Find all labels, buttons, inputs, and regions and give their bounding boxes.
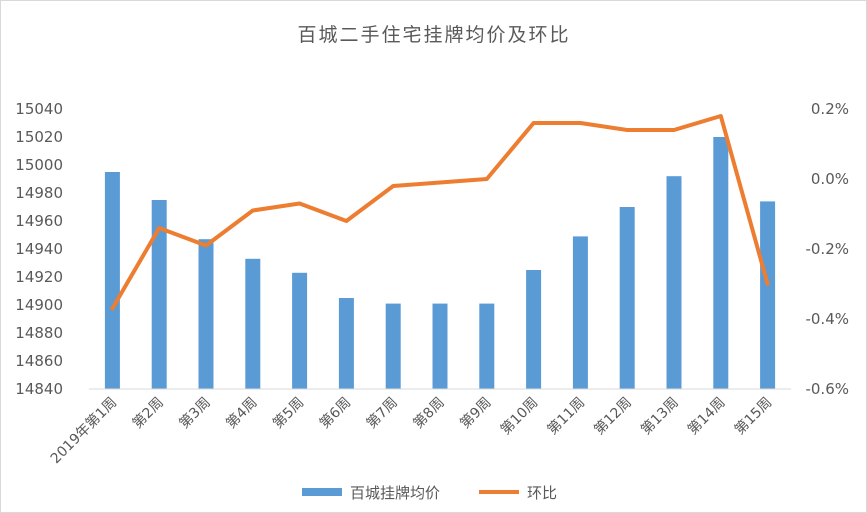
left-tick-label: 15040	[15, 100, 63, 118]
bar-7	[385, 303, 401, 389]
line-point-7	[391, 184, 395, 188]
x-tick-label: 第4周	[222, 394, 260, 432]
bar-13	[666, 176, 682, 389]
line-point-6	[344, 219, 348, 223]
left-tick-label: 15020	[15, 128, 63, 146]
line-point-4	[251, 209, 255, 212]
line-point-12	[625, 128, 629, 132]
right-tick-label: -0.2%	[805, 240, 849, 258]
x-tick-label: 第15周	[731, 394, 775, 438]
left-tick-label: 14920	[15, 268, 63, 286]
bar-1	[104, 172, 120, 389]
x-tick-label: 第7周	[363, 394, 401, 432]
x-tick-label: 第8周	[410, 394, 448, 432]
x-tick-label: 第6周	[316, 394, 354, 432]
x-tick-label: 第14周	[684, 394, 728, 438]
bar-12	[619, 207, 635, 389]
line-series	[110, 114, 770, 311]
line-point-2	[157, 226, 161, 230]
bar-8	[432, 303, 448, 389]
x-tick-label: 第11周	[544, 394, 588, 438]
right-tick-label: -0.4%	[805, 310, 849, 328]
x-tick-label: 第9周	[456, 394, 494, 432]
right-tick-label: 0.2%	[811, 100, 849, 118]
line-point-10	[532, 121, 536, 125]
x-tick-label: 第10周	[497, 394, 541, 438]
x-tick-label: 第5周	[269, 394, 307, 432]
x-tick-label: 第12周	[591, 394, 635, 438]
bar-10	[526, 270, 542, 389]
bar-5	[292, 272, 308, 389]
x-tick-label: 第2周	[129, 394, 167, 432]
right-tick-label: 0.0%	[811, 170, 849, 188]
x-tick-label: 2019年第1周	[47, 394, 120, 467]
left-tick-label: 14900	[15, 296, 63, 314]
line-point-8	[438, 181, 442, 184]
right-axis: -0.6% -0.4% -0.2% 0.0% 0.2%	[805, 100, 849, 398]
left-tick-label: 14880	[15, 324, 63, 342]
bar-9	[479, 303, 495, 389]
line-point-1	[110, 307, 114, 310]
legend: 百城挂牌均价 环比	[302, 484, 557, 502]
line-point-5	[298, 202, 302, 205]
bar-11	[572, 236, 588, 389]
line-point-14	[719, 114, 723, 118]
legend-label-bar: 百城挂牌均价	[350, 484, 440, 502]
chart-title: 百城二手住宅挂牌均价及环比	[297, 24, 570, 46]
x-tick-label: 第13周	[637, 394, 681, 438]
bar-6	[338, 298, 354, 389]
x-tick-label: 第3周	[176, 394, 214, 432]
bar-3	[198, 239, 214, 389]
bar-4	[245, 258, 261, 389]
bar-2	[151, 200, 167, 389]
x-axis: 2019年第1周 第2周 第3周 第4周 第5周 第6周 第7周 第8周 第9周 第10周 第11周…	[47, 394, 775, 467]
left-tick-label: 14960	[15, 212, 63, 230]
legend-swatch-bar	[302, 488, 342, 496]
line-point-13	[672, 128, 676, 132]
bar-14	[713, 137, 729, 389]
left-tick-label: 15000	[15, 156, 63, 174]
line-point-3	[204, 244, 208, 247]
line-point-15	[766, 282, 770, 286]
right-tick-label: -0.6%	[805, 380, 849, 398]
bar-15	[760, 201, 776, 389]
left-axis: 14840 14860 14880 14900 14920 14940 14960 14980…	[15, 100, 63, 398]
left-tick-label: 14860	[15, 352, 63, 370]
line-point-11	[578, 121, 582, 125]
left-tick-label: 14840	[15, 380, 63, 398]
left-tick-label: 14980	[15, 184, 63, 202]
left-tick-label: 14940	[15, 240, 63, 258]
legend-label-line: 环比	[527, 484, 557, 502]
bar-series	[104, 137, 776, 389]
line-point-9	[485, 177, 489, 181]
